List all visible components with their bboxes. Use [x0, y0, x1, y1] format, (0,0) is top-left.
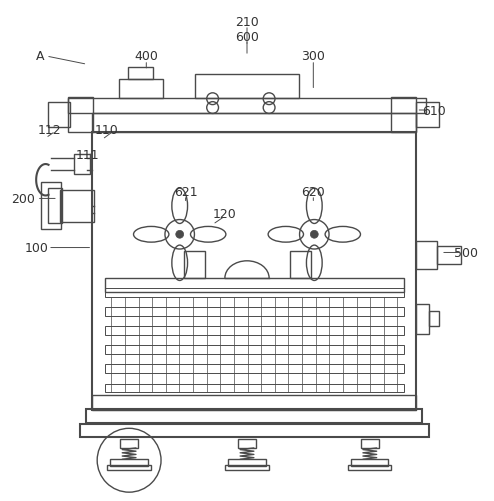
Bar [290, 252, 311, 279]
Bar [437, 246, 461, 264]
Bar [105, 279, 404, 292]
Bar [86, 409, 422, 423]
Text: 400: 400 [134, 51, 158, 63]
Bar [105, 308, 404, 316]
Bar [184, 252, 205, 279]
Text: 200: 200 [11, 192, 36, 205]
Bar [391, 98, 416, 133]
Text: A: A [36, 51, 44, 63]
Bar [108, 465, 151, 469]
Bar [105, 384, 404, 393]
Bar [48, 189, 62, 224]
Bar [196, 75, 298, 99]
Bar [416, 305, 429, 334]
Text: 112: 112 [38, 124, 61, 137]
Bar [105, 346, 404, 354]
Bar [348, 465, 391, 469]
Text: 500: 500 [453, 246, 478, 260]
Bar [105, 288, 404, 297]
Text: 100: 100 [25, 241, 49, 255]
Bar [351, 459, 388, 466]
Bar [60, 191, 94, 222]
Text: 111: 111 [76, 148, 99, 161]
Circle shape [310, 231, 318, 239]
Text: 620: 620 [301, 185, 325, 198]
Bar [92, 133, 416, 410]
Bar [41, 183, 61, 230]
Bar [68, 98, 93, 133]
Bar [416, 241, 437, 269]
Bar [105, 327, 404, 335]
Text: 300: 300 [301, 51, 325, 63]
Bar [92, 395, 416, 410]
Circle shape [176, 231, 184, 239]
Bar [80, 424, 429, 437]
Bar [74, 155, 90, 174]
Bar [361, 439, 378, 448]
Bar [92, 114, 416, 133]
Bar [111, 459, 148, 466]
Bar [128, 68, 153, 80]
Bar [429, 312, 439, 327]
Bar [48, 102, 70, 128]
Bar [238, 439, 256, 448]
Bar [228, 459, 266, 466]
Text: 120: 120 [213, 207, 237, 220]
Bar [119, 80, 164, 99]
Bar [225, 465, 269, 469]
Text: 210: 210 [235, 16, 259, 29]
Bar [120, 439, 138, 448]
Bar [68, 99, 426, 114]
Text: 600: 600 [235, 31, 259, 44]
Text: 610: 610 [422, 104, 446, 117]
Bar [105, 365, 404, 374]
Bar [416, 102, 439, 128]
Text: 621: 621 [174, 185, 198, 198]
Text: 110: 110 [95, 124, 119, 137]
